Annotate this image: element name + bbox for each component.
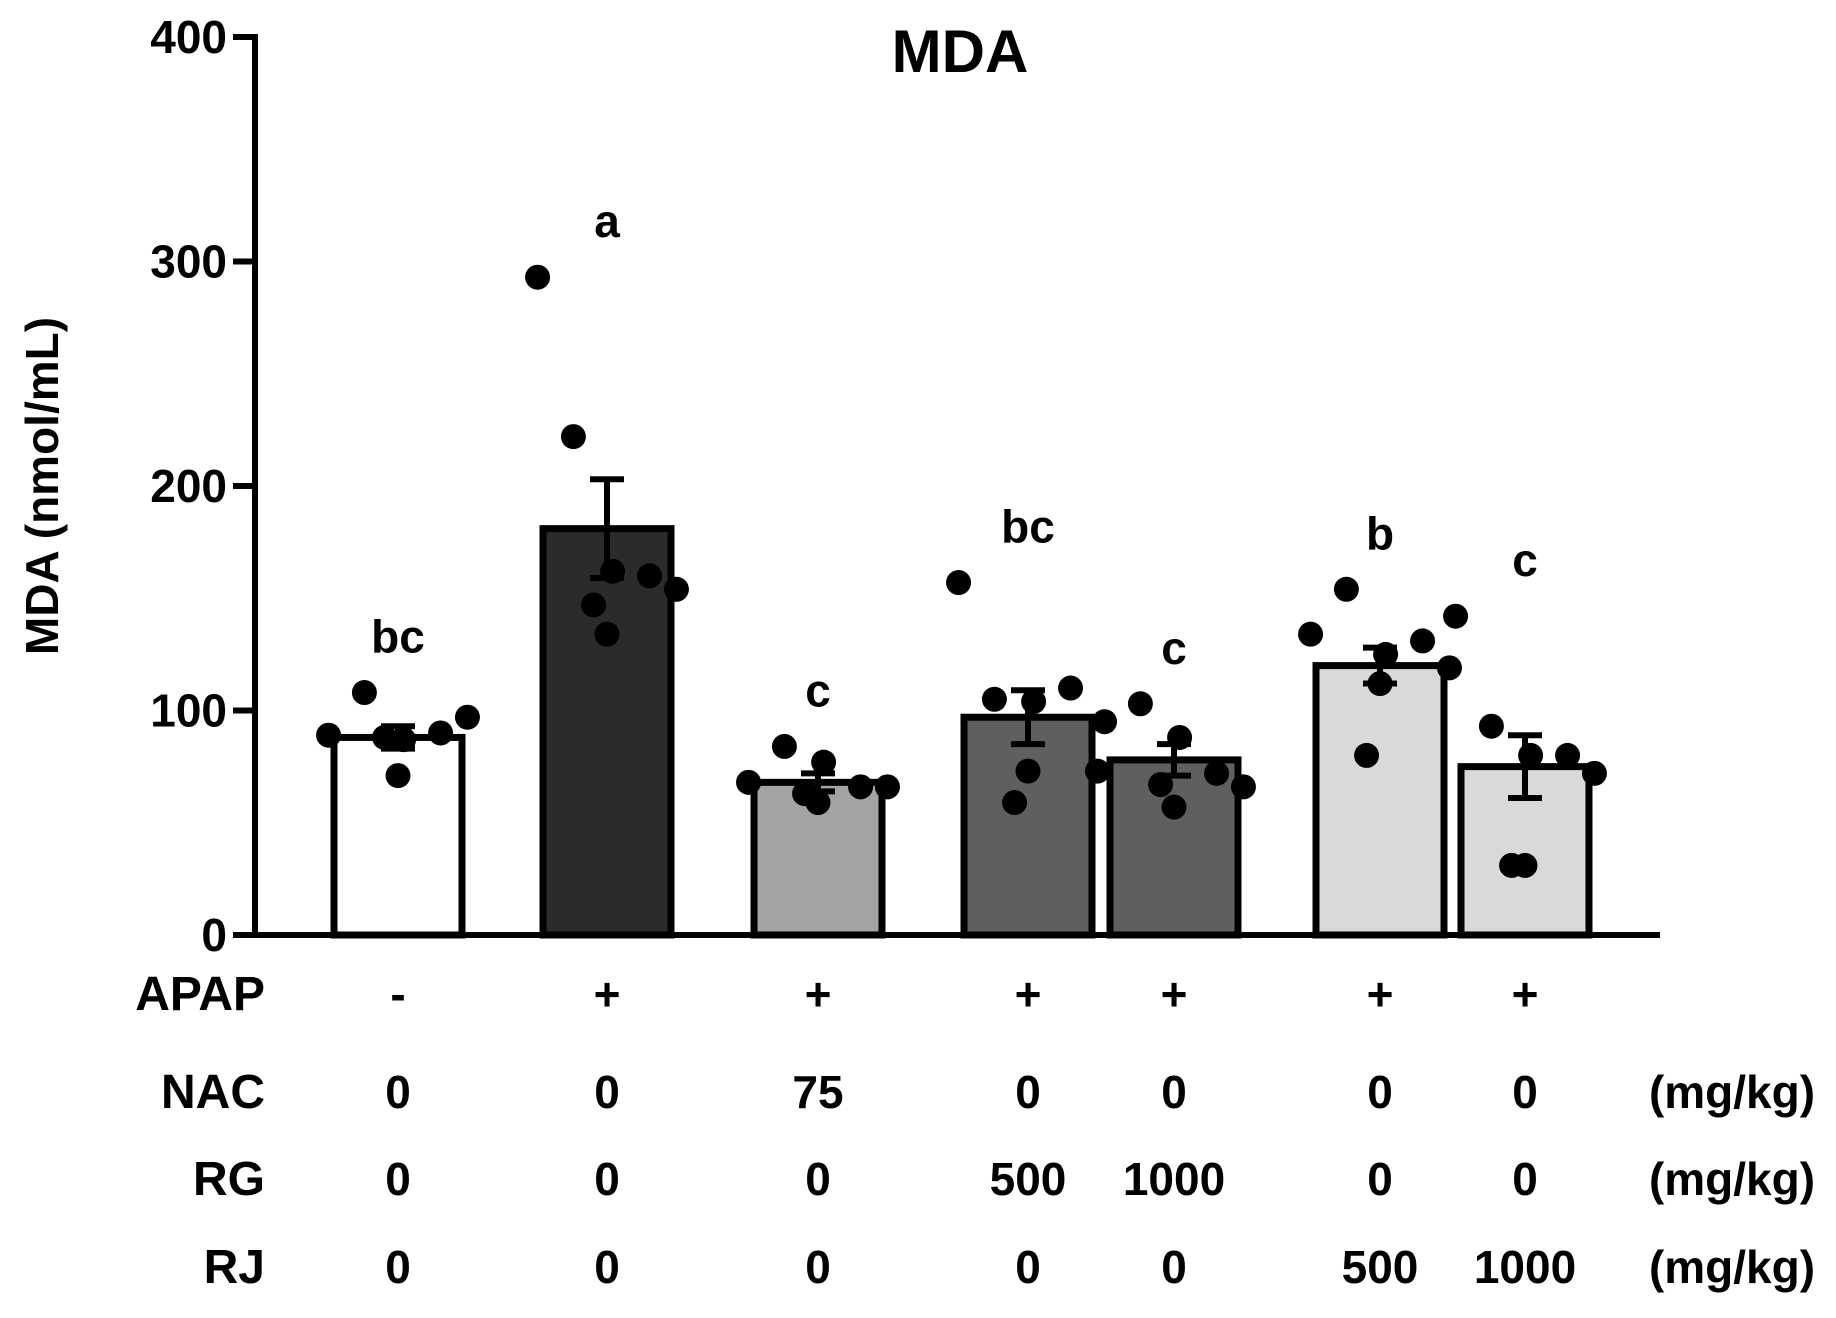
table-cell: + (1512, 968, 1539, 1020)
table-cell: 0 (385, 1153, 411, 1205)
data-point (1084, 758, 1110, 784)
data-point (1092, 709, 1118, 735)
table-cell: 1000 (1123, 1153, 1225, 1205)
table-cell: 0 (594, 1241, 620, 1293)
data-point (1333, 576, 1359, 602)
table-cell: 0 (1161, 1066, 1187, 1118)
table-cell: 0 (1367, 1066, 1393, 1118)
significance-letter: c (805, 664, 831, 716)
data-point (736, 769, 762, 795)
data-point (454, 704, 480, 730)
data-point (1478, 713, 1504, 739)
data-point (428, 720, 454, 746)
y-tick-label: 200 (150, 460, 227, 512)
data-point (663, 576, 689, 602)
table-cell: 75 (792, 1066, 843, 1118)
unit-label: (mg/kg) (1649, 1066, 1815, 1118)
significance-letter: c (1512, 534, 1538, 586)
y-tick-label: 400 (150, 11, 227, 63)
significance-letter: bc (1001, 501, 1055, 553)
data-point (1410, 628, 1436, 654)
unit-label: (mg/kg) (1649, 1153, 1815, 1205)
row-label-rj: RJ (204, 1241, 265, 1294)
bar-4 (960, 713, 1096, 939)
data-point (771, 733, 797, 759)
table-cell: 500 (990, 1153, 1067, 1205)
table-cell: 0 (1161, 1241, 1187, 1293)
significance-letter: bc (371, 611, 425, 663)
data-point (560, 424, 586, 450)
table-cell: - (390, 968, 405, 1020)
table-cell: 0 (1367, 1153, 1393, 1205)
chart-title: MDA (892, 18, 1029, 85)
table-cell: + (1367, 968, 1394, 1020)
unit-label: (mg/kg) (1649, 1241, 1815, 1293)
data-point (1499, 852, 1525, 878)
data-point (1443, 603, 1469, 629)
table-cell: + (1161, 968, 1188, 1020)
table-cell: 0 (1015, 1066, 1041, 1118)
table-cell: + (805, 968, 832, 1020)
data-point (1518, 742, 1544, 768)
significance-letter: c (1161, 622, 1187, 674)
data-point (848, 774, 874, 800)
data-point (1230, 774, 1256, 800)
data-point (1161, 794, 1187, 820)
data-point (351, 680, 377, 706)
row-label-rg: RG (193, 1153, 265, 1206)
data-point (581, 592, 607, 618)
table-cell: + (1015, 968, 1042, 1020)
data-point (981, 686, 1007, 712)
data-point (594, 621, 620, 647)
data-point (1298, 621, 1324, 647)
treatment-table: APAP - + + + + + + NAC 0 0 75 0 0 0 0 (mg/kg) RG 0 0 0 500 100… (135, 968, 1815, 1294)
row-label-nac: NAC (161, 1066, 265, 1119)
y-tick-label: 0 (201, 909, 227, 961)
data-point (946, 570, 972, 596)
table-cell: + (594, 968, 621, 1020)
y-tick-label: 300 (150, 236, 227, 288)
table-cell: 0 (805, 1241, 831, 1293)
data-point (874, 774, 900, 800)
data-point (525, 264, 551, 290)
bar-6 (1312, 662, 1448, 939)
table-cell: 500 (1342, 1241, 1419, 1293)
table-cell: 1000 (1474, 1241, 1576, 1293)
significance-letter: a (594, 195, 620, 247)
bar-2 (539, 525, 675, 939)
table-cell: 0 (594, 1066, 620, 1118)
data-point (316, 722, 342, 748)
table-cell: 0 (385, 1066, 411, 1118)
table-cell: 0 (594, 1153, 620, 1205)
axes: 0 100 200 300 400 (150, 11, 1660, 961)
data-point (1555, 742, 1581, 768)
error-bars-layer (381, 476, 1542, 802)
table-cell: 0 (1512, 1153, 1538, 1205)
data-point (811, 749, 837, 775)
row-label-apap: APAP (135, 968, 265, 1021)
data-point (1354, 742, 1380, 768)
data-point (1002, 790, 1028, 816)
data-point (637, 563, 663, 589)
data-point (1127, 691, 1153, 717)
table-cell: 0 (805, 1153, 831, 1205)
table-cell: 0 (1512, 1066, 1538, 1118)
significance-letter: b (1366, 507, 1394, 559)
data-point (385, 763, 411, 789)
data-point (1581, 760, 1607, 786)
data-point (1015, 758, 1041, 784)
data-point (1436, 655, 1462, 681)
bar-5 (1106, 756, 1242, 939)
y-axis-label: MDA (nmol/mL) (16, 317, 68, 655)
table-cell: 0 (385, 1241, 411, 1293)
data-point (372, 724, 398, 750)
table-cell: 0 (1015, 1241, 1041, 1293)
y-tick-label: 100 (150, 685, 227, 737)
data-point (1204, 760, 1230, 786)
data-point (1058, 675, 1084, 701)
